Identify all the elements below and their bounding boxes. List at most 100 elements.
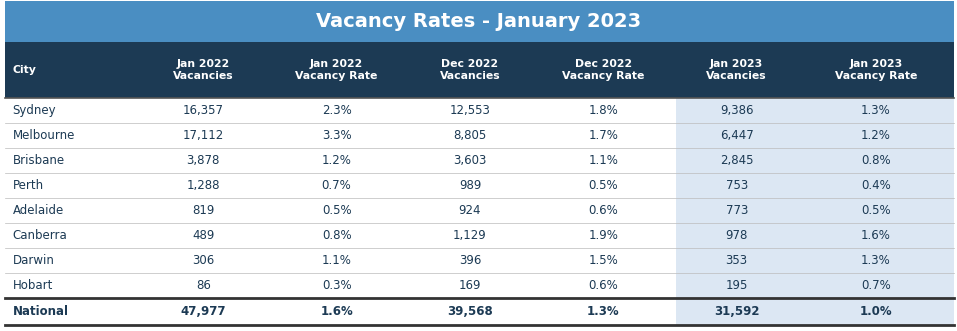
- Text: 0.6%: 0.6%: [589, 204, 618, 217]
- Text: 0.5%: 0.5%: [861, 204, 891, 217]
- Text: 3,603: 3,603: [454, 154, 487, 167]
- Text: 924: 924: [458, 204, 481, 217]
- Text: 819: 819: [192, 204, 214, 217]
- Bar: [531, 248, 676, 273]
- Text: Jan 2023
Vacancies: Jan 2023 Vacancies: [706, 59, 768, 81]
- Bar: [5, 123, 143, 148]
- Text: 989: 989: [458, 179, 481, 192]
- Bar: [410, 198, 531, 223]
- Text: 39,568: 39,568: [447, 305, 493, 318]
- Bar: [264, 173, 410, 198]
- Text: 2,845: 2,845: [720, 154, 753, 167]
- Text: 396: 396: [458, 254, 481, 267]
- Text: 1.3%: 1.3%: [587, 305, 620, 318]
- Bar: [531, 298, 676, 325]
- Bar: [797, 198, 954, 223]
- Text: 0.6%: 0.6%: [589, 279, 618, 292]
- Bar: [410, 298, 531, 325]
- Bar: [676, 198, 797, 223]
- Text: Dec 2022
Vacancies: Dec 2022 Vacancies: [439, 59, 501, 81]
- Text: 0.3%: 0.3%: [322, 279, 351, 292]
- Text: 3,878: 3,878: [187, 154, 220, 167]
- Text: 0.8%: 0.8%: [322, 229, 351, 242]
- Bar: [264, 273, 410, 298]
- Text: Sydney: Sydney: [12, 104, 56, 117]
- Bar: [5, 173, 143, 198]
- Text: Brisbane: Brisbane: [12, 154, 64, 167]
- Bar: [410, 98, 531, 123]
- Bar: [531, 98, 676, 123]
- Text: 1.2%: 1.2%: [322, 154, 351, 167]
- Text: 16,357: 16,357: [183, 104, 224, 117]
- Text: National: National: [12, 305, 69, 318]
- Text: 12,553: 12,553: [450, 104, 490, 117]
- Text: 0.5%: 0.5%: [322, 204, 351, 217]
- Text: 0.4%: 0.4%: [861, 179, 891, 192]
- Bar: [676, 173, 797, 198]
- Text: 0.5%: 0.5%: [589, 179, 618, 192]
- Bar: [410, 223, 531, 248]
- Text: 3.3%: 3.3%: [322, 129, 351, 142]
- Text: 0.7%: 0.7%: [861, 279, 891, 292]
- Text: 8,805: 8,805: [454, 129, 486, 142]
- Text: 0.7%: 0.7%: [322, 179, 351, 192]
- Bar: [797, 273, 954, 298]
- Text: Darwin: Darwin: [12, 254, 55, 267]
- Text: 753: 753: [725, 179, 747, 192]
- Text: 47,977: 47,977: [181, 305, 226, 318]
- Bar: [676, 248, 797, 273]
- Bar: [143, 123, 264, 148]
- Text: 978: 978: [725, 229, 748, 242]
- Bar: [264, 123, 410, 148]
- Text: Jan 2022
Vacancies: Jan 2022 Vacancies: [173, 59, 234, 81]
- Bar: [797, 98, 954, 123]
- Bar: [410, 148, 531, 173]
- Bar: [410, 173, 531, 198]
- Bar: [143, 148, 264, 173]
- Text: 306: 306: [192, 254, 214, 267]
- Text: 1.3%: 1.3%: [861, 254, 891, 267]
- Text: 1.7%: 1.7%: [589, 129, 618, 142]
- Bar: [531, 273, 676, 298]
- Text: 1.0%: 1.0%: [859, 305, 892, 318]
- Bar: [264, 198, 410, 223]
- Text: 1,129: 1,129: [453, 229, 487, 242]
- Bar: [143, 198, 264, 223]
- Bar: [410, 248, 531, 273]
- Bar: [5, 98, 143, 123]
- Bar: [264, 98, 410, 123]
- Bar: [143, 273, 264, 298]
- Text: Jan 2022
Vacancy Rate: Jan 2022 Vacancy Rate: [296, 59, 378, 81]
- Bar: [676, 123, 797, 148]
- Text: Adelaide: Adelaide: [12, 204, 64, 217]
- Bar: [797, 148, 954, 173]
- Bar: [264, 248, 410, 273]
- Bar: [143, 223, 264, 248]
- Text: 1.2%: 1.2%: [861, 129, 891, 142]
- Text: 9,386: 9,386: [720, 104, 753, 117]
- Text: Hobart: Hobart: [12, 279, 53, 292]
- Bar: [410, 123, 531, 148]
- Bar: [264, 298, 410, 325]
- Text: 489: 489: [192, 229, 214, 242]
- Text: Canberra: Canberra: [12, 229, 67, 242]
- Bar: [410, 273, 531, 298]
- Text: 773: 773: [725, 204, 748, 217]
- Bar: [797, 123, 954, 148]
- Text: Melbourne: Melbourne: [12, 129, 75, 142]
- Bar: [531, 148, 676, 173]
- Text: 1.8%: 1.8%: [589, 104, 618, 117]
- Bar: [531, 223, 676, 248]
- Bar: [676, 98, 797, 123]
- Text: 169: 169: [458, 279, 481, 292]
- Text: 1.6%: 1.6%: [861, 229, 891, 242]
- Bar: [5, 1, 954, 42]
- Text: 1.1%: 1.1%: [589, 154, 618, 167]
- Text: Vacancy Rates - January 2023: Vacancy Rates - January 2023: [316, 12, 641, 31]
- Bar: [531, 198, 676, 223]
- Text: Jan 2023
Vacancy Rate: Jan 2023 Vacancy Rate: [835, 59, 917, 81]
- Bar: [531, 173, 676, 198]
- Text: 6,447: 6,447: [720, 129, 753, 142]
- Bar: [143, 298, 264, 325]
- Bar: [5, 298, 143, 325]
